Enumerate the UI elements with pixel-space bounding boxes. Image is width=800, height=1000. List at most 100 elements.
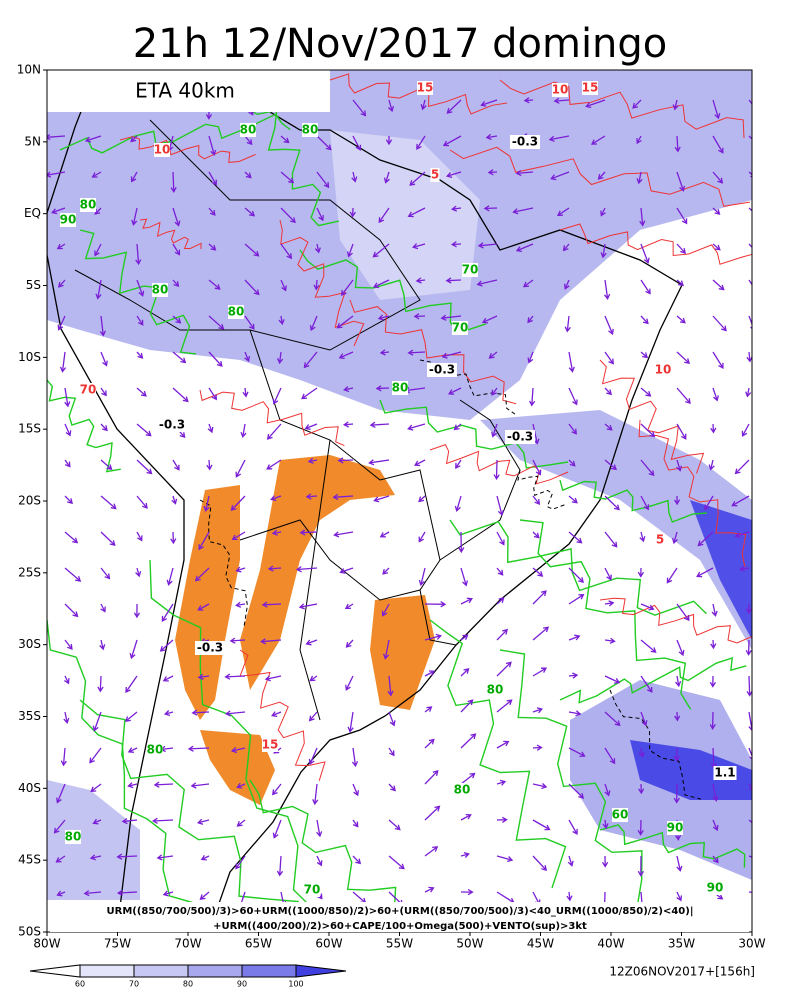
lat-label: 15S — [18, 422, 41, 436]
contour-label: 10 — [655, 363, 672, 377]
contour-label-bg — [552, 83, 568, 97]
wind-arrow — [673, 495, 681, 506]
wind-arrow — [314, 243, 321, 254]
contour-label: -0.3 — [429, 363, 455, 377]
wind-arrow — [266, 459, 282, 470]
wind-arrow — [493, 459, 500, 481]
wind-arrow — [563, 279, 570, 290]
wind-arrow — [600, 243, 607, 259]
wind-arrow — [597, 171, 606, 180]
wind-arrow — [388, 855, 405, 870]
wind-arrow — [333, 531, 354, 538]
wind-arrow — [191, 709, 210, 716]
wind-arrow — [136, 315, 144, 326]
wind-arrow — [527, 351, 534, 364]
wind-arrow — [84, 135, 102, 143]
wind-arrow — [477, 242, 498, 249]
wind-arrow — [604, 567, 612, 581]
wind-arrow — [603, 279, 611, 300]
wind-arrow — [424, 846, 439, 857]
cape-shade — [175, 455, 435, 805]
wind-arrow — [266, 423, 282, 440]
wind-arrow — [673, 747, 680, 762]
red-contour — [599, 359, 705, 474]
wind-arrow — [381, 603, 390, 617]
wind-arrow — [748, 783, 752, 791]
wind-arrow — [748, 135, 752, 143]
contour-label-bg — [228, 305, 244, 319]
colorbar-end — [29, 964, 81, 978]
wind-arrow — [63, 675, 70, 685]
wind-arrow — [568, 495, 578, 504]
green-contour — [149, 559, 343, 921]
contour-label-bg — [667, 821, 683, 835]
contour-label-bg — [582, 81, 598, 95]
wind-arrow — [748, 747, 752, 760]
wind-arrow — [378, 207, 390, 224]
wind-arrow — [532, 819, 551, 831]
wind-arrow — [345, 639, 354, 648]
wind-arrow — [92, 818, 102, 825]
green-contour — [559, 479, 707, 523]
wind-arrow — [418, 567, 426, 587]
wind-arrow — [187, 745, 210, 752]
wind-arrow — [640, 603, 655, 611]
wind-arrow — [604, 495, 620, 511]
red-contour — [199, 389, 345, 447]
wind-arrow — [387, 675, 394, 697]
wind-arrow — [58, 279, 66, 288]
wind-arrow — [295, 566, 318, 573]
title: 21h 12/Nov/2017 domingo — [133, 21, 668, 67]
contour-label: -0.3 — [507, 430, 533, 444]
colorbar-end — [295, 964, 347, 978]
wind-arrow — [496, 661, 512, 677]
lon-label: 75W — [104, 937, 131, 951]
contour-label: 10 — [154, 143, 171, 157]
wind-arrow — [56, 243, 66, 250]
wind-arrow — [339, 567, 354, 574]
wind-arrow — [301, 387, 318, 400]
contour-label-bg — [80, 383, 96, 397]
contour-label: 5 — [656, 533, 664, 547]
colorbar-swatch — [133, 964, 189, 978]
wind-arrow — [566, 891, 573, 902]
wind-arrow — [313, 279, 320, 291]
contour-label: 15 — [417, 81, 434, 95]
wind-arrow — [100, 423, 108, 432]
wind-arrow — [351, 171, 358, 183]
wind-arrow — [316, 135, 332, 151]
wind-arrow — [124, 711, 138, 722]
wind-arrow — [676, 243, 686, 254]
wind-arrow — [532, 567, 544, 577]
contour-label-bg — [152, 283, 168, 297]
colorbar-label: 100 — [288, 980, 303, 989]
contour-label: 80 — [228, 305, 245, 319]
lat-label: 35S — [18, 709, 41, 723]
humidity-shade — [630, 740, 752, 800]
wind-arrow — [710, 639, 717, 650]
wind-arrow — [604, 387, 612, 396]
contour-label: 70 — [304, 883, 321, 897]
wind-arrow — [199, 891, 210, 901]
wind-arrow — [460, 668, 470, 677]
wind-arrow — [369, 421, 390, 428]
wind-arrow — [121, 817, 138, 825]
contour-label: 60 — [612, 808, 629, 822]
wind-arrow — [746, 351, 752, 363]
wind-arrow — [440, 314, 462, 321]
wind-arrow — [407, 349, 426, 356]
wind-arrow — [416, 135, 426, 150]
wind-arrow — [64, 567, 82, 582]
colorbar-swatch — [241, 964, 297, 978]
contour-label-bg — [147, 743, 163, 757]
wind-arrow — [271, 711, 282, 718]
wind-arrow — [532, 667, 548, 677]
lat-label: 20S — [18, 494, 41, 508]
wind-arrow — [135, 243, 142, 266]
wind-arrow — [515, 169, 534, 177]
wind-arrow — [244, 243, 260, 257]
wind-arrow — [136, 387, 147, 397]
wind-arrow — [548, 135, 570, 142]
wind-arrow — [280, 171, 295, 184]
